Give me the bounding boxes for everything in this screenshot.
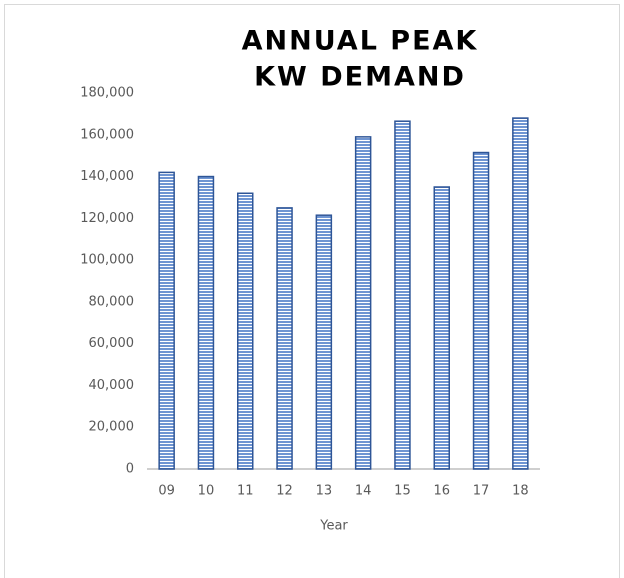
x-tick-label: 10 [198,484,215,499]
x-tick-label: 12 [276,484,293,499]
y-tick-label: 180,000 [80,86,134,101]
x-tick-label: 09 [158,484,175,499]
y-tick-label: 120,000 [80,211,134,226]
y-tick-label: 80,000 [89,294,135,309]
bar [472,151,490,470]
bar [315,214,333,470]
bar [433,186,450,470]
chart-title: KW DEMAND [254,62,466,93]
bar [197,175,215,470]
chart-title: ANNUAL PEAK [242,26,479,57]
y-tick-label: 160,000 [80,127,134,142]
bar [276,207,293,470]
y-tick-label: 40,000 [89,378,135,393]
y-tick-label: 100,000 [80,253,134,268]
y-tick-label: 20,000 [89,420,135,435]
x-tick-label: 14 [355,484,372,499]
x-axis-label: Year [319,519,348,534]
x-tick-label: 17 [473,484,490,499]
x-tick-label: 13 [316,484,333,499]
y-tick-label: 0 [126,462,134,477]
bar [394,120,411,470]
bar [354,136,372,470]
x-tick-label: 15 [394,484,411,499]
bar [237,192,254,470]
bar [158,171,175,470]
y-tick-label: 60,000 [89,336,135,351]
y-tick-label: 140,000 [80,169,134,184]
bar [512,117,529,470]
x-tick-label: 18 [512,484,529,499]
x-tick-label: 11 [237,484,254,499]
x-tick-label: 16 [433,484,450,499]
